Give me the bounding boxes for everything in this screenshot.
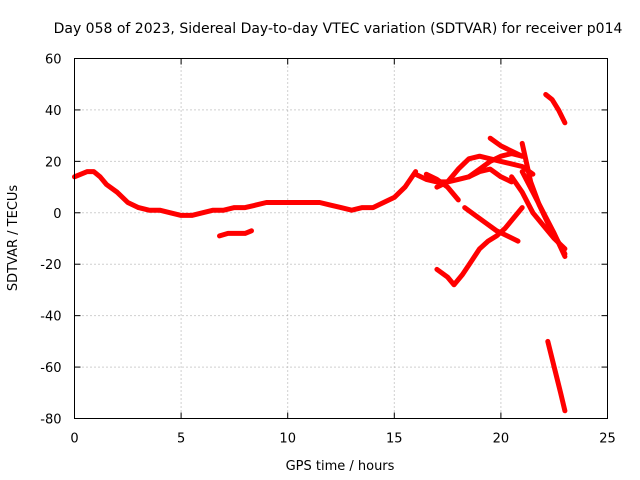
series-line-1 — [72, 169, 419, 218]
y-tick-labels: -80 -60 -40 -20 0 20 40 60 — [40, 53, 61, 428]
series-line-6 — [466, 166, 515, 185]
series-line-14 — [545, 338, 568, 414]
y-axis-label: SDTVAR / TECUs — [6, 185, 21, 292]
axis-ticks — [74, 58, 608, 419]
series-line-5 — [434, 153, 536, 190]
y-tick-label: 0 — [53, 207, 61, 222]
x-axis-label: GPS time / hours — [286, 459, 395, 474]
x-tick-label: 10 — [279, 432, 296, 447]
x-tick-label: 20 — [493, 432, 510, 447]
y-tick-label: -20 — [40, 258, 61, 273]
series-line-7 — [434, 205, 525, 288]
y-tick-label: -60 — [40, 361, 61, 376]
x-tick-label: 25 — [599, 432, 616, 447]
y-tick-label: 60 — [45, 53, 62, 68]
data-series — [72, 92, 568, 414]
x-tick-label: 5 — [177, 432, 185, 447]
series-line-12 — [509, 174, 568, 252]
series-line-8 — [462, 205, 521, 244]
y-tick-label: 20 — [45, 155, 62, 170]
x-tick-labels: 0 5 10 15 20 25 — [70, 432, 615, 447]
series-line-13 — [543, 92, 568, 126]
x-tick-label: 0 — [70, 432, 78, 447]
x-tick-label: 15 — [386, 432, 403, 447]
series-line-2 — [217, 228, 254, 239]
grid-lines — [74, 58, 608, 419]
chart-title: Day 058 of 2023, Sidereal Day-to-day VTE… — [54, 21, 623, 37]
y-tick-label: -40 — [40, 310, 61, 325]
series-line-9 — [487, 135, 525, 159]
y-tick-label: 40 — [45, 104, 62, 119]
y-tick-label: -80 — [40, 413, 61, 428]
plot-frame — [74, 58, 608, 419]
